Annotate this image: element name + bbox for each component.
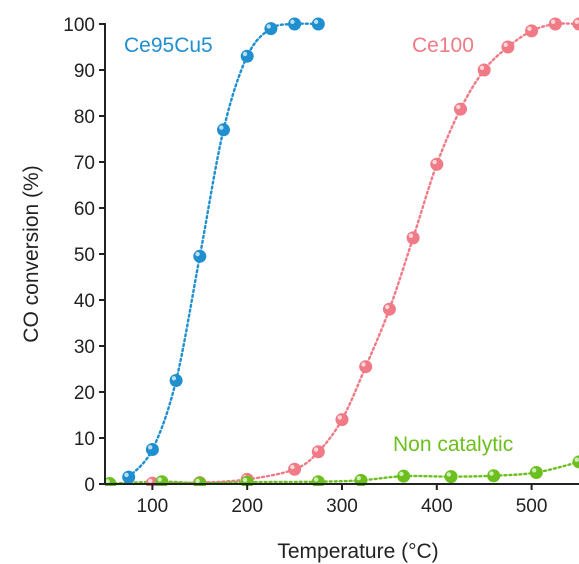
data-point (288, 462, 302, 476)
data-point-highlight (550, 19, 556, 24)
x-tick-label: 100 (137, 496, 169, 517)
data-point-highlight (527, 26, 532, 31)
data-point (240, 49, 254, 63)
x-tick-label: 500 (516, 496, 548, 517)
data-point (525, 24, 539, 38)
data-point-highlight (385, 304, 390, 310)
data-point-highlight (105, 479, 110, 484)
data-point-highlight (503, 42, 508, 47)
y-tick-label: 60 (74, 199, 95, 220)
data-point (487, 469, 501, 483)
data-point (193, 249, 207, 263)
data-point-highlight (157, 477, 162, 482)
y-tick-label: 0 (84, 475, 95, 496)
data-point-highlight (574, 457, 579, 462)
data-point-highlight (479, 65, 485, 71)
data-point (288, 17, 302, 31)
y-tick-label: 30 (74, 337, 95, 358)
data-point (311, 445, 325, 459)
y-tick-label: 80 (74, 107, 95, 128)
data-point-highlight (489, 471, 494, 476)
series-label-ce100: Ce100 (412, 34, 474, 57)
data-point-highlight (290, 19, 295, 24)
y-tick-label: 20 (74, 383, 95, 404)
data-point-highlight (313, 19, 319, 24)
y-axis-title: CO conversion (%) (20, 165, 43, 342)
data-point (217, 123, 230, 137)
data-point (572, 17, 579, 31)
x-axis-title: Temperature (°C) (277, 540, 438, 563)
y-tick-label: 90 (74, 61, 95, 82)
data-point (155, 475, 169, 486)
x-tick-label: 300 (326, 496, 358, 517)
fit-line-series-2 (108, 460, 579, 485)
series-label-ce95cu5: Ce95Cu5 (124, 34, 213, 57)
data-point-highlight (456, 104, 461, 110)
data-point (444, 470, 458, 484)
data-point (145, 443, 159, 456)
data-point (397, 469, 411, 483)
data-point-highlight (266, 24, 271, 29)
data-point (311, 17, 325, 31)
x-tick-label: 400 (421, 496, 453, 517)
data-point-highlight (446, 472, 452, 477)
axis-ticks: 0 10 20 30 40 50 60 70 80 90 100 100 200 300 400 500 (63, 15, 547, 517)
x-tick-label: 200 (231, 496, 263, 517)
data-point-highlight (148, 445, 153, 450)
series-label-non-catalytic: Non catalytic (393, 433, 513, 456)
data-point-highlight (290, 464, 295, 470)
data-point-highlight (219, 125, 224, 130)
y-tick-label: 10 (74, 429, 95, 450)
data-point (335, 413, 349, 427)
data-point-highlight (408, 233, 414, 238)
data-point-highlight (337, 415, 342, 420)
data-point (501, 40, 515, 54)
data-point (359, 360, 373, 374)
data-point-highlight (242, 51, 248, 57)
data-point (406, 231, 420, 245)
fit-line-series-1 (151, 22, 579, 485)
data-point-highlight (313, 447, 319, 452)
data-point (264, 22, 278, 36)
data-point (548, 17, 562, 31)
y-tick-label: 40 (74, 291, 95, 312)
data-point (477, 63, 491, 77)
data-point-highlight (242, 477, 248, 483)
data-point-highlight (356, 475, 361, 481)
data-point-highlight (195, 478, 200, 484)
data-points (105, 17, 579, 486)
data-point-highlight (432, 159, 437, 165)
data-point (529, 466, 543, 479)
data-point-highlight (531, 468, 537, 473)
y-tick-label: 70 (74, 153, 95, 174)
data-point (169, 374, 183, 387)
fit-line-series-0 (127, 22, 320, 479)
y-tick-label: 100 (63, 15, 95, 36)
data-point (572, 455, 579, 469)
data-point-highlight (171, 376, 177, 381)
data-point (430, 157, 444, 171)
data-point (311, 475, 325, 486)
data-point-highlight (148, 478, 153, 484)
y-tick-label: 50 (74, 245, 95, 266)
data-point (454, 102, 467, 116)
data-point (122, 470, 136, 484)
data-point-highlight (361, 362, 366, 367)
data-point-highlight (574, 19, 579, 24)
data-point-highlight (313, 477, 319, 482)
data-point (382, 302, 396, 316)
data-point-highlight (399, 471, 404, 477)
data-point-highlight (124, 472, 129, 478)
data-point-highlight (195, 251, 200, 257)
